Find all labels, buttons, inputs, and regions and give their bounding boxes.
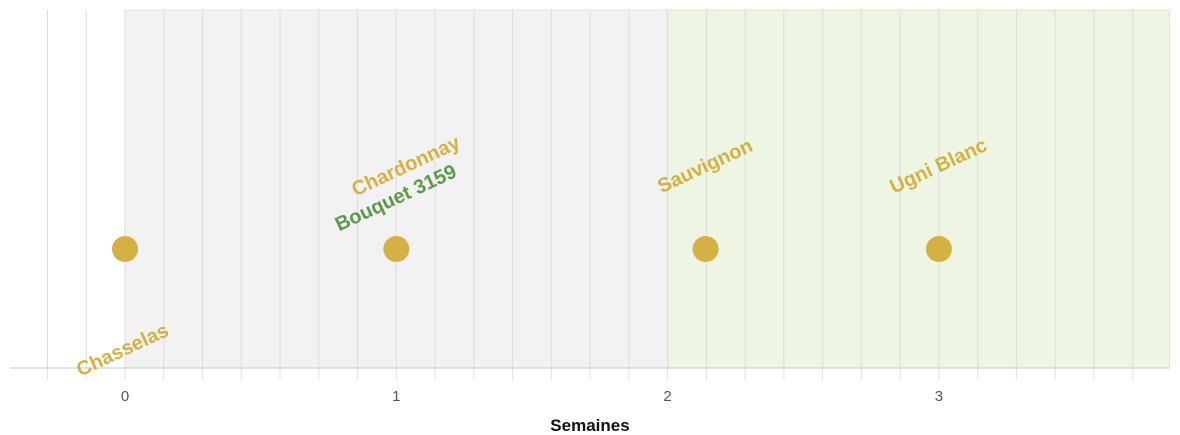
x-tick-label: 3 (935, 388, 943, 405)
points-layer (112, 236, 952, 262)
ticks-layer: 0 1 2 3 (121, 388, 943, 405)
x-axis-title: Semaines (550, 416, 629, 435)
x-tick-label: 0 (121, 388, 129, 405)
x-tick-label: 1 (392, 388, 400, 405)
data-point (692, 236, 719, 262)
green-band (667, 9, 1171, 369)
bands-layer (124, 9, 1171, 369)
data-point (383, 236, 410, 262)
data-point (925, 236, 952, 262)
x-tick-label: 2 (663, 388, 671, 405)
data-point (112, 236, 138, 262)
grid-layer (46, 10, 1134, 380)
